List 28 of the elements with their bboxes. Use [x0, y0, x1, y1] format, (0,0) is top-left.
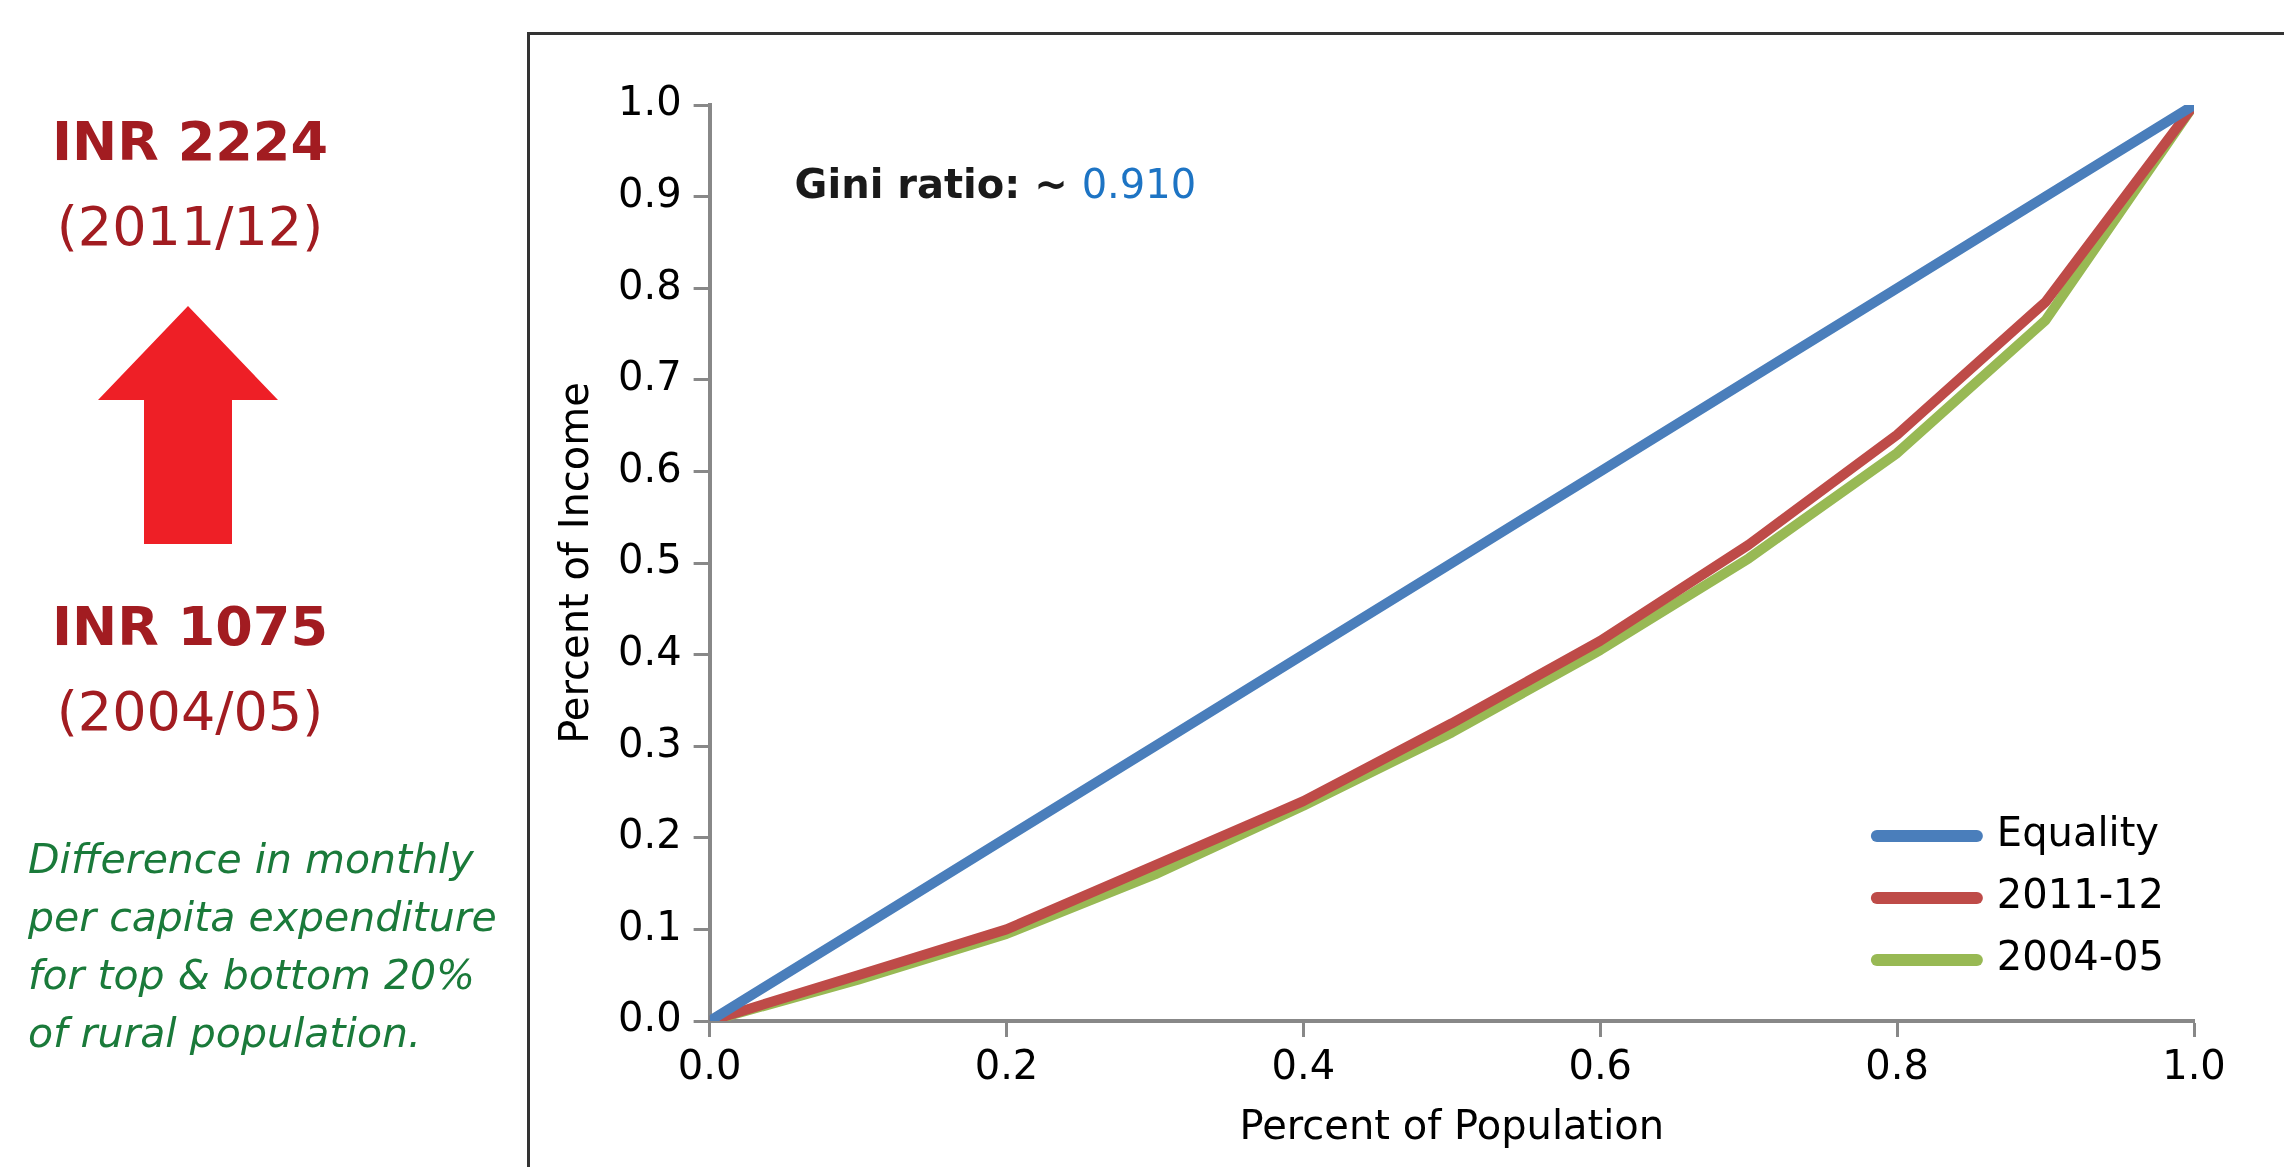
text: (2004/05) — [55, 680, 325, 744]
x-tick-label: 0.8 — [1865, 1042, 1929, 1089]
x-tick-label: 0.2 — [974, 1042, 1039, 1089]
y-tick-label: 0.2 — [617, 811, 682, 858]
text: INR 2224 — [51, 110, 329, 174]
y-tick-label: 1.0 — [617, 78, 682, 125]
text: (2011/12) — [55, 195, 325, 259]
y-axis-title: Percent of Income — [551, 382, 598, 744]
x-tick-label: 0.4 — [1271, 1042, 1336, 1089]
y-tick-label: 0.5 — [617, 536, 682, 583]
y-tick-label: 0.7 — [617, 353, 682, 400]
y-tick-label: 0.9 — [617, 169, 682, 216]
y-tick-label: 0.1 — [617, 902, 682, 949]
x-tick-label: 1.0 — [2162, 1042, 2226, 1089]
legend-label: 2004-05 — [1996, 933, 2165, 980]
y-tick-label: 0.3 — [617, 719, 682, 766]
y-tick-label: 0.8 — [617, 261, 682, 308]
annotation: Gini ratio: ~ 0.910 — [794, 160, 1197, 207]
y-tick-label: 0.6 — [617, 444, 682, 491]
x-tick-label: 0.0 — [677, 1042, 742, 1089]
legend-label: 2011-12 — [1996, 871, 2165, 918]
y-tick-label: 0.0 — [617, 994, 682, 1041]
x-tick-label: 0.6 — [1568, 1042, 1633, 1089]
y-tick-label: 0.4 — [617, 627, 682, 674]
text: INR 1075 — [51, 595, 329, 659]
x-axis-title: Percent of Population — [1239, 1102, 1665, 1149]
text: Difference in monthly per capita expenditure for top & bottom 20% of rural population. — [28, 834, 498, 1059]
legend-label: Equality — [1996, 809, 2159, 856]
